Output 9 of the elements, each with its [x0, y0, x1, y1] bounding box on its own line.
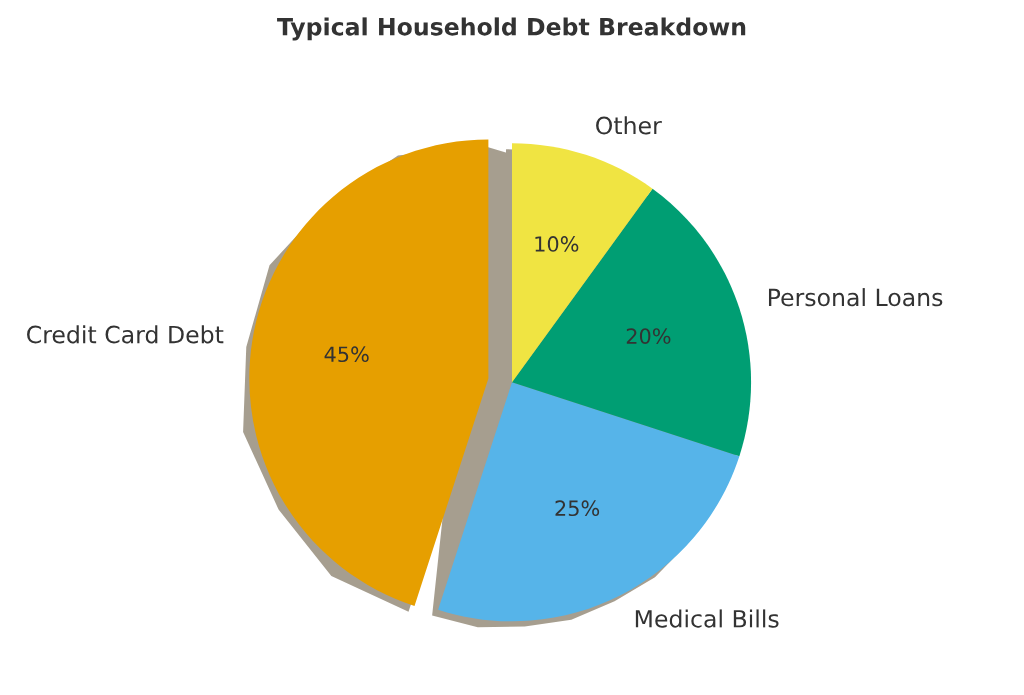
slice-label: Credit Card Debt [27, 325, 224, 344]
data-label: 10% [535, 236, 579, 252]
chart-title: Typical Household Debt Breakdown [277, 17, 746, 41]
slice-label: Other [596, 116, 662, 135]
slice-label: Personal Loans [768, 288, 943, 307]
data-label: 45% [324, 346, 369, 363]
data-label: 20% [626, 328, 671, 344]
slice-label: Medical Bills [635, 609, 779, 628]
data-label: 25% [555, 500, 600, 517]
